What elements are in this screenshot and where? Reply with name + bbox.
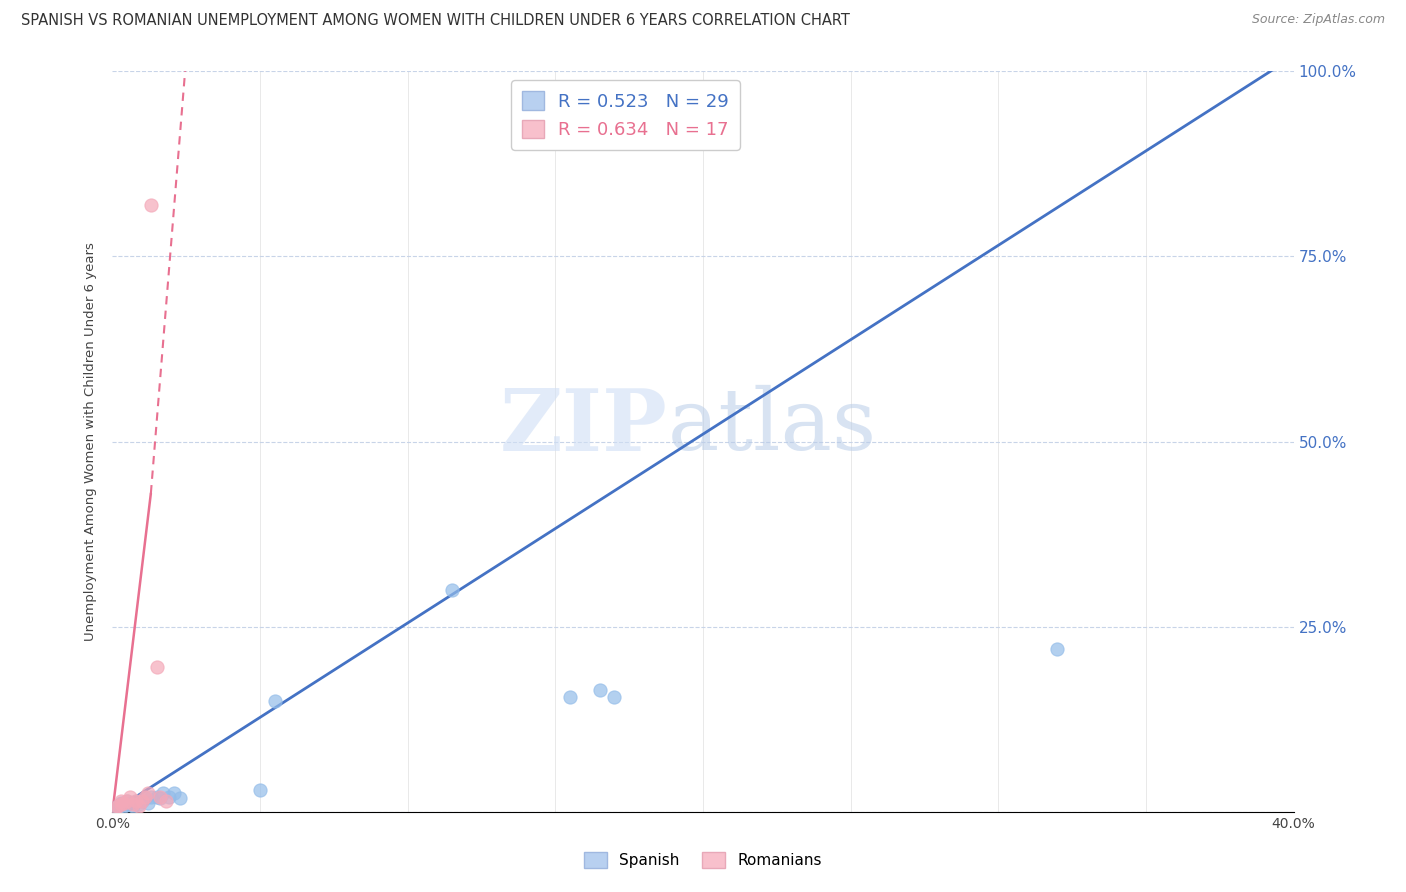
Point: [558, 690, 582, 704]
Point: [163, 786, 186, 800]
Point: [117, 794, 138, 808]
Y-axis label: Unemployment Among Women with Children Under 6 years: Unemployment Among Women with Children U…: [83, 242, 97, 641]
Point: [131, 794, 153, 808]
Point: [249, 782, 271, 797]
Point: [136, 796, 159, 810]
Point: [134, 789, 156, 804]
Point: [110, 797, 132, 812]
Point: [104, 801, 127, 815]
Point: [155, 794, 177, 808]
Point: [104, 801, 127, 815]
Point: [128, 797, 150, 812]
Point: [149, 791, 172, 805]
Text: SPANISH VS ROMANIAN UNEMPLOYMENT AMONG WOMEN WITH CHILDREN UNDER 6 YEARS CORRELA: SPANISH VS ROMANIAN UNEMPLOYMENT AMONG W…: [21, 13, 851, 29]
Point: [117, 797, 138, 812]
Text: atlas: atlas: [668, 385, 877, 468]
Point: [134, 791, 156, 805]
Point: [149, 789, 172, 804]
Point: [131, 794, 153, 808]
Point: [139, 197, 162, 211]
Point: [125, 794, 148, 808]
Point: [107, 798, 129, 813]
Point: [112, 798, 135, 813]
Point: [264, 694, 287, 708]
Point: [1046, 641, 1069, 656]
Point: [157, 789, 180, 804]
Point: [110, 796, 132, 810]
Text: ZIP: ZIP: [499, 384, 668, 468]
Point: [146, 660, 169, 674]
Point: [128, 798, 150, 813]
Legend: Spanish, Romanians: Spanish, Romanians: [578, 847, 828, 874]
Point: [107, 798, 129, 813]
Point: [117, 794, 138, 808]
Point: [122, 797, 145, 812]
Point: [169, 791, 191, 805]
Point: [588, 682, 610, 697]
Point: [152, 786, 174, 800]
Point: [107, 800, 129, 814]
Text: Source: ZipAtlas.com: Source: ZipAtlas.com: [1251, 13, 1385, 27]
Point: [603, 690, 626, 704]
Point: [120, 789, 142, 804]
Point: [139, 789, 162, 804]
Point: [110, 797, 132, 812]
Point: [110, 794, 132, 808]
Point: [112, 796, 135, 810]
Point: [125, 794, 148, 808]
Point: [122, 798, 145, 813]
Point: [136, 786, 159, 800]
Point: [146, 789, 169, 804]
Point: [120, 796, 142, 810]
Point: [441, 582, 464, 597]
